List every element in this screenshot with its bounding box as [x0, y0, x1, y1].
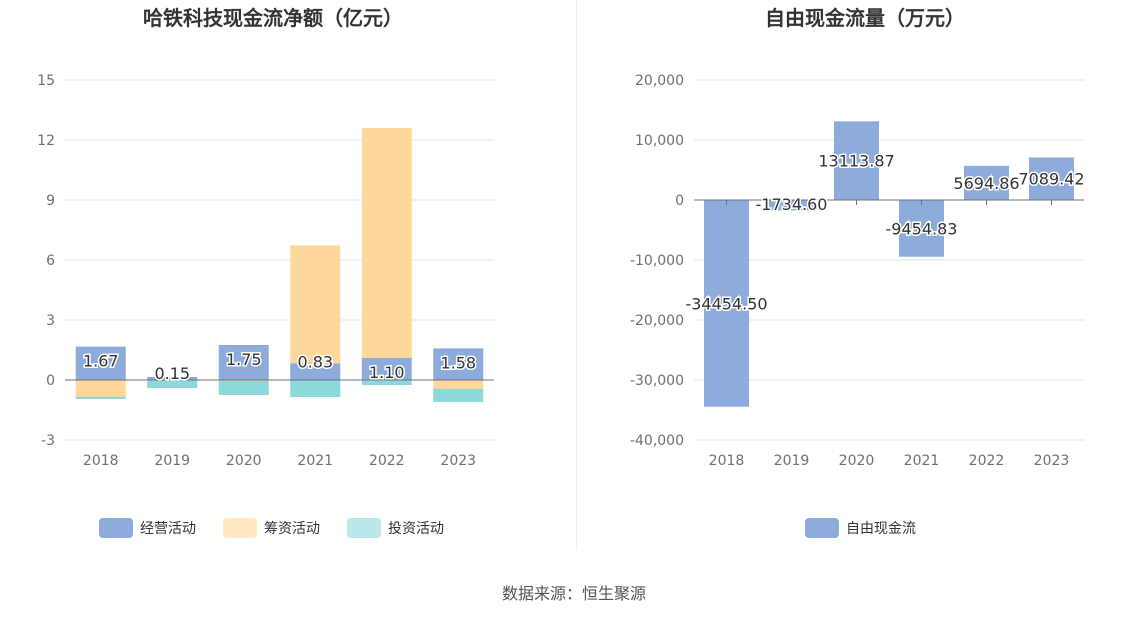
data-label: 0.15 [154, 364, 190, 383]
x-tick-label: 2018 [709, 453, 745, 469]
bar-筹资活动-2022 [361, 128, 412, 358]
y-tick-label: 6 [46, 253, 55, 269]
data-label: 1.67 [83, 352, 119, 371]
x-tick-label: 2022 [969, 453, 1005, 469]
legend-swatch-自由现金流 [805, 518, 839, 538]
data-label: -34454.50 [685, 294, 767, 313]
bar-自由现金流-2020 [834, 121, 879, 200]
y-tick-label: 0 [46, 373, 55, 389]
data-label: 7089.42 [1018, 170, 1084, 189]
bar-经营活动-2020 [218, 345, 269, 380]
legend-swatch-经营活动 [99, 518, 133, 538]
x-tick-label: 2019 [774, 453, 810, 469]
y-tick-label: 15 [37, 73, 55, 89]
legend-label-自由现金流: 自由现金流 [846, 521, 916, 537]
data-label: 13113.87 [818, 152, 894, 171]
y-tick-label: 12 [37, 133, 55, 149]
x-tick-label: 2022 [369, 453, 405, 469]
y-tick-label: -3 [41, 433, 55, 449]
data-label: 5694.86 [953, 174, 1019, 193]
legend-label-投资活动: 投资活动 [388, 521, 444, 537]
y-tick-label: -30,000 [630, 373, 684, 389]
data-label: 0.83 [297, 352, 333, 371]
x-tick-label: 2023 [1034, 453, 1070, 469]
y-tick-label: -20,000 [630, 313, 684, 329]
chart-title-1: 自由现金流量（万元） [765, 6, 965, 30]
x-tick-label: 2021 [297, 453, 333, 469]
bar-经营活动-2018 [75, 346, 126, 380]
y-tick-label: 9 [46, 193, 55, 209]
bar-经营活动-2023 [433, 348, 484, 380]
bar-筹资活动-2021 [290, 245, 341, 364]
data-label: 1.58 [440, 353, 476, 372]
bar-筹资活动-2018 [75, 380, 126, 397]
bar-投资活动-2021 [290, 380, 341, 397]
bar-自由现金流-2022 [964, 165, 1009, 200]
bar-自由现金流-2023 [1029, 157, 1074, 200]
legend-swatch-投资活动 [347, 518, 381, 538]
y-tick-label: -10,000 [630, 253, 684, 269]
data-label: 1.75 [226, 350, 262, 369]
legend-label-经营活动: 经营活动 [140, 521, 196, 537]
source-note: 数据来源：恒生聚源 [501, 584, 646, 603]
bar-自由现金流-2021 [899, 200, 944, 257]
chart-divider [576, 0, 577, 550]
bar-筹资活动-2023 [433, 380, 484, 389]
x-tick-label: 2023 [440, 453, 476, 469]
y-tick-label: 3 [46, 313, 55, 329]
bar-投资活动-2019 [147, 380, 198, 388]
bar-投资活动-2022 [361, 380, 412, 385]
data-label: -9454.83 [886, 219, 958, 238]
x-tick-label: 2019 [154, 453, 190, 469]
x-tick-label: 2020 [226, 453, 262, 469]
legend-swatch-筹资活动 [223, 518, 257, 538]
charts-svg: 哈铁科技现金流净额（亿元） -3 0 3 6 9 12 15 2018 2019 2020 2021 2… [37, 6, 1086, 538]
bar-经营活动-2021 [290, 363, 341, 380]
y-tick-label: 10,000 [635, 133, 684, 149]
bar-经营活动-2019 [147, 377, 198, 380]
bar-投资活动-2023 [433, 389, 484, 402]
bar-经营活动-2022 [361, 358, 412, 380]
bar-投资活动-2020 [218, 381, 269, 395]
data-label: 1.10 [369, 363, 405, 382]
legend-label-筹资活动: 筹资活动 [264, 520, 320, 537]
chart-title-0: 哈铁科技现金流净额（亿元） [143, 6, 403, 30]
x-tick-label: 2020 [839, 453, 875, 469]
bar-投资活动-2018 [75, 397, 126, 399]
y-tick-label: 0 [675, 193, 684, 209]
data-label: -1734.60 [756, 195, 828, 214]
y-tick-label: -40,000 [630, 433, 684, 449]
bar-自由现金流-2018 [704, 200, 749, 407]
x-tick-label: 2018 [83, 453, 119, 469]
bar-自由现金流-2019 [769, 200, 814, 211]
y-tick-label: 20,000 [635, 73, 684, 89]
x-tick-label: 2021 [904, 453, 940, 469]
